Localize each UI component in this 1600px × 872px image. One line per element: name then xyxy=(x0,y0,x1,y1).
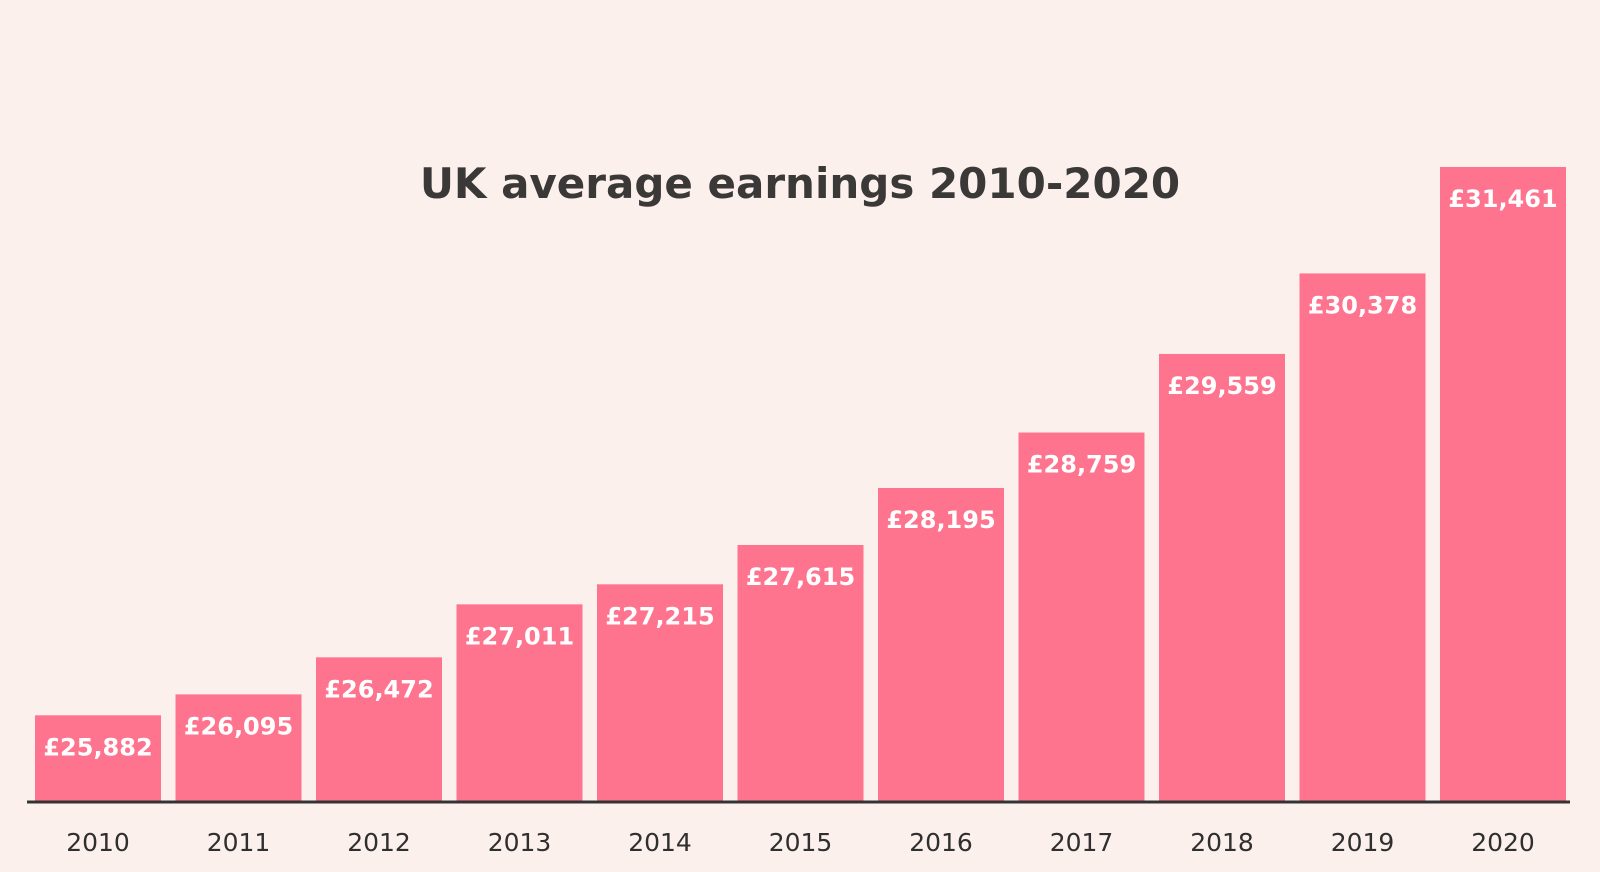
bar-2017 xyxy=(1018,432,1145,802)
bar-value-label-2019: £30,378 xyxy=(1308,291,1417,319)
x-tick-label-2015: 2015 xyxy=(769,828,833,857)
bar-2019 xyxy=(1299,273,1426,802)
bar-2015 xyxy=(737,544,864,802)
bar-2012 xyxy=(316,657,442,802)
bar-2020 xyxy=(1440,167,1566,802)
bar-value-label-2020: £31,461 xyxy=(1448,185,1557,213)
bar-2013 xyxy=(456,604,583,802)
x-tick-label-2011: 2011 xyxy=(207,828,271,857)
bar-2011 xyxy=(175,694,302,802)
x-tick-label-2010: 2010 xyxy=(66,828,130,857)
bar-value-label-2011: £26,095 xyxy=(184,712,293,740)
bar-value-label-2012: £26,472 xyxy=(324,675,433,703)
x-tick-label-2017: 2017 xyxy=(1050,828,1114,857)
bar-value-label-2017: £28,759 xyxy=(1027,451,1136,479)
bar-value-label-2013: £27,011 xyxy=(465,622,574,650)
bar-2010 xyxy=(35,715,161,802)
bar-value-label-2016: £28,195 xyxy=(886,506,995,534)
x-tick-labels: 2010 2011 2012 2013 2014 2015 2016 2017 2018 2019… xyxy=(66,828,1535,857)
bar-value-label-2018: £29,559 xyxy=(1167,372,1276,400)
bars-group xyxy=(35,167,1566,802)
x-tick-label-2013: 2013 xyxy=(488,828,552,857)
chart-title: UK average earnings 2010-2020 xyxy=(420,159,1180,208)
bar-labels-group: £25,882 £26,095 £26,472 £27,011 £27,215 £27,6… xyxy=(43,185,1557,761)
x-tick-label-2020: 2020 xyxy=(1471,828,1535,857)
bar-value-label-2014: £27,215 xyxy=(605,602,714,630)
x-tick-label-2016: 2016 xyxy=(909,828,973,857)
x-tick-label-2018: 2018 xyxy=(1190,828,1254,857)
x-tick-label-2014: 2014 xyxy=(628,828,692,857)
x-tick-label-2019: 2019 xyxy=(1331,828,1395,857)
bar-value-label-2010: £25,882 xyxy=(43,733,152,761)
x-tick-label-2012: 2012 xyxy=(347,828,411,857)
bar-2018 xyxy=(1159,353,1285,802)
bar-2014 xyxy=(597,584,723,802)
bar-2016 xyxy=(878,487,1004,802)
bar-value-label-2015: £27,615 xyxy=(746,563,855,591)
